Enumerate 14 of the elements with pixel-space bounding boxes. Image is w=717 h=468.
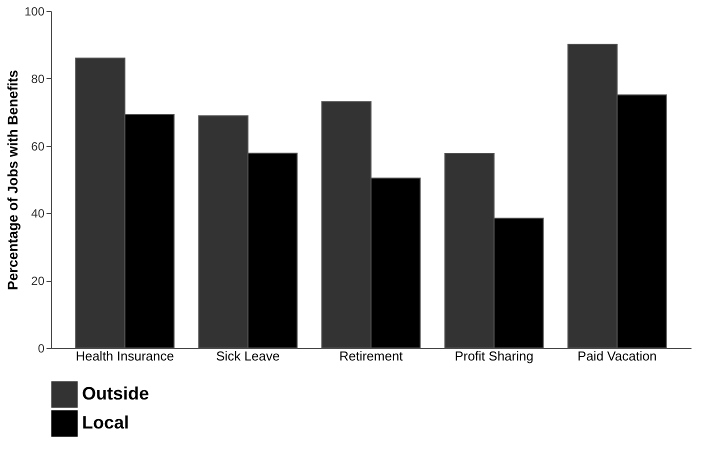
x-tick-label: Sick Leave: [216, 348, 280, 364]
y-axis-title: Percentage of Jobs with Benefits: [4, 70, 20, 290]
x-tick-label: Health Insurance: [76, 348, 174, 364]
x-tick-label: Retirement: [339, 348, 404, 364]
legend-label: Outside: [82, 384, 150, 404]
y-tick-label: 80: [31, 72, 45, 86]
y-tick-label: 100: [24, 4, 45, 18]
y-tick-label: 40: [31, 206, 45, 221]
y-tick-label: 0: [38, 342, 45, 356]
x-tick-label: Paid Vacation: [578, 348, 657, 364]
legend-label: Local: [82, 412, 130, 432]
y-tick-label: 20: [31, 274, 45, 288]
y-tick-label: 60: [31, 139, 45, 154]
x-tick-label: Profit Sharing: [454, 348, 534, 364]
